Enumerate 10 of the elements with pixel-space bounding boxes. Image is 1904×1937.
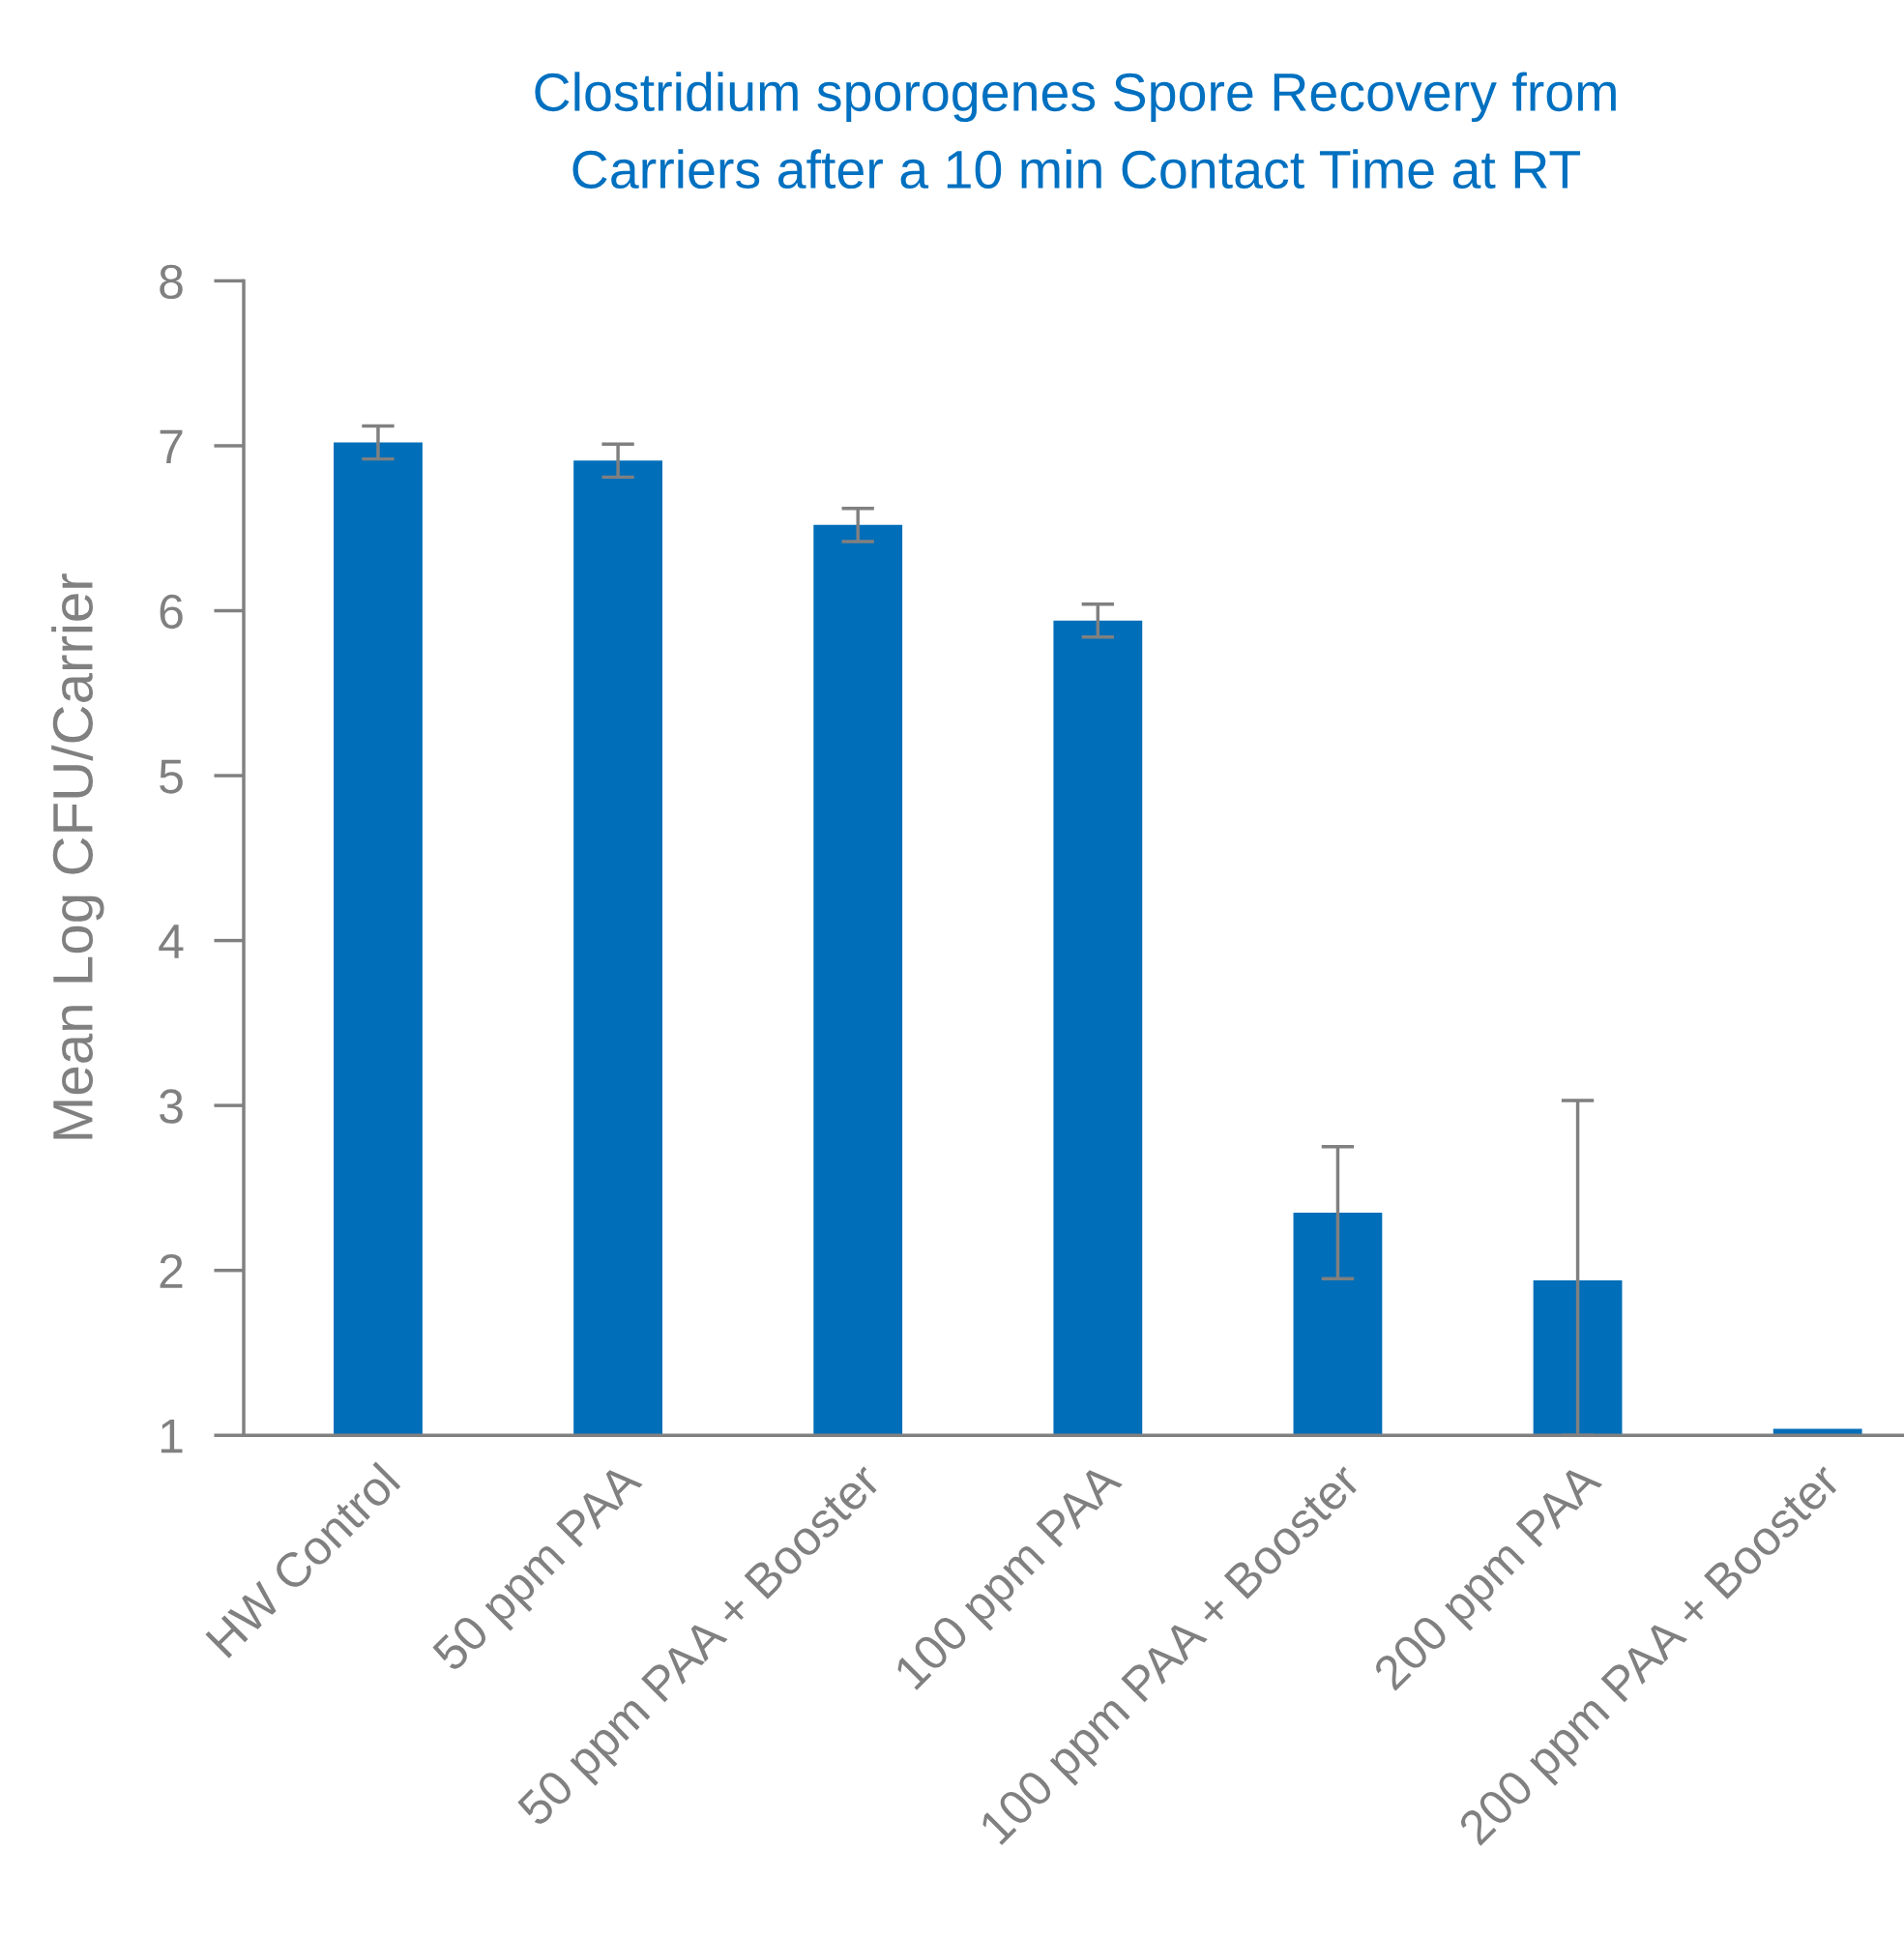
y-tick-label: 1 <box>161 1419 183 1453</box>
y-tick-label: 6 <box>160 594 183 630</box>
chart-title: Clostridium sporogenes Spore Recovery from Carriers after a 10 min Contact Time at RT <box>535 72 1616 190</box>
y-axis-title: Mean Log CFU/Carrier <box>51 573 104 1139</box>
y-tick-label: 2 <box>160 1253 183 1288</box>
y-tick-label: 8 <box>160 264 183 300</box>
y-tick-label: 5 <box>160 759 183 794</box>
y-tick-label: 4 <box>159 924 184 958</box>
y-tick-label: 7 <box>160 429 183 464</box>
y-tick-label: 3 <box>160 1089 183 1124</box>
